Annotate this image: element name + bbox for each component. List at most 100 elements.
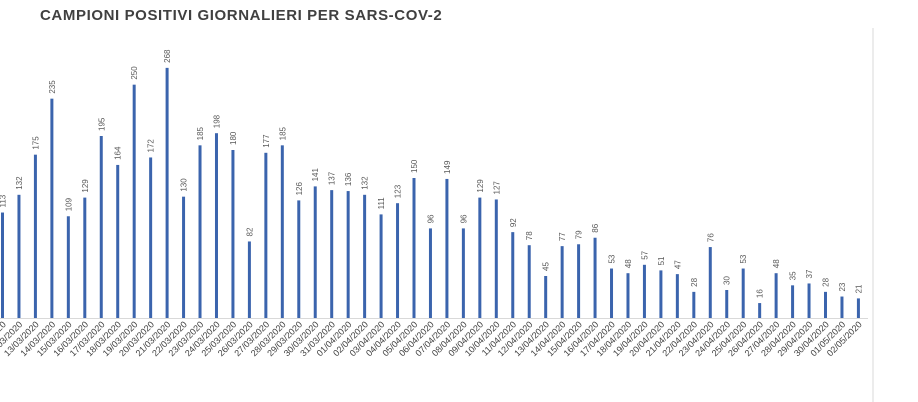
bar — [33, 154, 37, 318]
bar — [725, 290, 729, 318]
bar — [675, 274, 679, 318]
bar — [182, 196, 186, 318]
bar — [313, 186, 317, 318]
bar — [445, 178, 449, 318]
bar — [856, 298, 860, 318]
data-label: 177 — [262, 134, 271, 148]
bar — [593, 237, 597, 318]
bar — [577, 244, 581, 318]
data-label: 51 — [657, 256, 666, 265]
data-label: 149 — [443, 160, 452, 174]
bar — [165, 67, 169, 318]
bar — [363, 194, 367, 318]
bar — [132, 84, 136, 319]
data-label: 250 — [130, 66, 139, 80]
data-label: 185 — [278, 126, 287, 140]
bar — [247, 241, 251, 318]
bar — [708, 247, 712, 318]
bar — [428, 228, 432, 318]
data-label: 126 — [295, 182, 304, 196]
data-label: 16 — [756, 289, 765, 298]
data-label: 37 — [805, 269, 814, 278]
data-label: 132 — [15, 176, 24, 190]
chart-title: CAMPIONI POSITIVI GIORNALIERI PER SARS-C… — [40, 7, 442, 24]
bar — [83, 197, 87, 318]
data-label: 23 — [838, 282, 847, 291]
bar — [511, 232, 515, 318]
bar — [840, 296, 844, 318]
data-label: 175 — [31, 136, 40, 150]
data-label: 141 — [311, 168, 320, 182]
data-label: 109 — [64, 197, 73, 211]
data-label: 268 — [163, 49, 172, 63]
bar — [461, 228, 465, 318]
data-label: 53 — [608, 254, 617, 263]
data-label: 48 — [772, 259, 781, 268]
bar — [396, 203, 400, 318]
bar — [17, 194, 21, 318]
data-label: 111 — [377, 197, 386, 210]
bar — [560, 246, 564, 318]
data-label: 136 — [344, 172, 353, 186]
data-label: 113 — [0, 194, 8, 207]
data-label: 45 — [542, 262, 551, 271]
data-label: 132 — [361, 176, 370, 190]
data-label: 21 — [854, 284, 863, 293]
bar — [527, 245, 531, 318]
data-label: 28 — [822, 277, 831, 286]
bar — [214, 133, 218, 318]
bar — [346, 191, 350, 318]
data-label: 185 — [196, 126, 205, 140]
bar — [330, 190, 334, 318]
bar — [642, 264, 646, 318]
data-label: 180 — [229, 131, 238, 145]
bar — [297, 200, 301, 318]
bar — [198, 145, 202, 318]
bar — [478, 197, 482, 318]
data-label: 195 — [97, 117, 106, 131]
bar — [692, 291, 696, 318]
data-label: 79 — [575, 230, 584, 239]
bar — [50, 98, 54, 319]
data-label: 57 — [640, 250, 649, 259]
bar — [791, 285, 795, 318]
data-label: 86 — [591, 223, 600, 232]
bar — [626, 273, 630, 318]
data-label: 47 — [673, 260, 682, 269]
data-label: 137 — [328, 171, 337, 185]
data-label: 92 — [509, 218, 518, 227]
bar — [231, 150, 235, 318]
bar — [807, 283, 811, 318]
bar — [99, 136, 103, 318]
bar — [610, 268, 614, 318]
bar — [741, 268, 745, 318]
data-label: 235 — [48, 80, 57, 94]
data-label: 96 — [426, 214, 435, 223]
bar — [149, 157, 153, 318]
data-label: 123 — [394, 184, 403, 198]
bar — [116, 164, 120, 318]
bar — [659, 270, 663, 318]
data-label: 127 — [492, 181, 501, 195]
data-label: 129 — [476, 179, 485, 193]
bar — [66, 216, 70, 318]
bar — [264, 152, 268, 318]
data-label: 77 — [558, 232, 567, 241]
bar — [824, 291, 827, 318]
bar — [758, 303, 762, 318]
bar — [412, 178, 416, 318]
bar — [280, 145, 284, 318]
data-label: 164 — [114, 146, 123, 160]
data-label: 78 — [525, 231, 534, 240]
bar — [379, 214, 383, 318]
data-label: 28 — [690, 277, 699, 286]
data-label: 30 — [723, 276, 732, 285]
data-label: 130 — [180, 178, 189, 192]
data-label: 129 — [81, 179, 90, 193]
bar — [1, 212, 4, 318]
data-label: 96 — [459, 214, 468, 223]
data-label: 150 — [410, 159, 419, 173]
bar — [544, 276, 548, 318]
data-label: 198 — [212, 114, 221, 128]
